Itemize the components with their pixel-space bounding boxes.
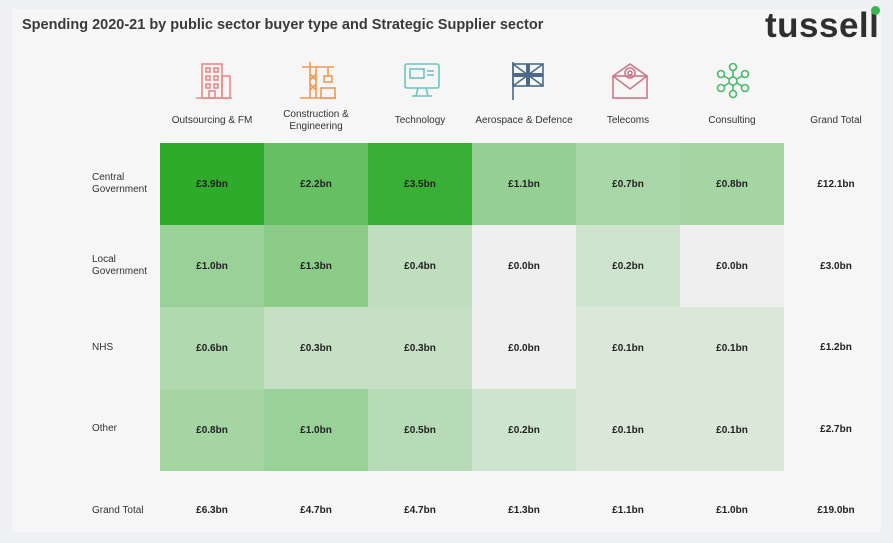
row-total-central-government: £12.1bn — [817, 179, 855, 190]
column-total-telecoms: £1.1bn — [612, 505, 644, 516]
heatmap-cell: £1.3bn — [264, 225, 368, 307]
building-icon — [192, 58, 236, 102]
heatmap-cell: £2.2bn — [264, 143, 368, 225]
column-total-technology: £4.7bn — [404, 505, 436, 516]
column-header-aerospace: Aerospace & Defence — [475, 115, 573, 126]
heatmap-cell: £3.9bn — [160, 143, 264, 225]
heatmap-cell: £0.3bn — [368, 307, 472, 389]
column-total-consulting: £1.0bn — [716, 505, 748, 516]
row-total-nhs: £1.2bn — [820, 342, 852, 353]
column-header-grand-total: Grand Total — [810, 115, 862, 126]
heatmap-cell: £0.2bn — [472, 389, 576, 471]
heatmap-cell: £0.1bn — [576, 389, 680, 471]
column-header-telecoms: Telecoms — [606, 115, 650, 126]
heatmap-cell: £0.3bn — [264, 307, 368, 389]
heatmap-cell: £0.0bn — [680, 225, 784, 307]
people-network-icon — [711, 58, 755, 102]
column-total-construction: £4.7bn — [300, 505, 332, 516]
heatmap-cell: £0.4bn — [368, 225, 472, 307]
heatmap-cell: £0.8bn — [160, 389, 264, 471]
column-header-technology: Technology — [394, 115, 446, 126]
email-envelope-icon — [608, 58, 652, 102]
heatmap-cell: £1.0bn — [264, 389, 368, 471]
row-header-local-government: Local Government — [92, 254, 148, 277]
heatmap-cell: £1.0bn — [160, 225, 264, 307]
column-header-outsourcing: Outsourcing & FM — [171, 115, 253, 126]
row-header-central-government: Central Government — [92, 172, 148, 195]
heatmap-cell: £0.5bn — [368, 389, 472, 471]
row-total-local-government: £3.0bn — [820, 261, 852, 272]
row-total-other: £2.7bn — [820, 424, 852, 435]
grand-total-value: £19.0bn — [817, 505, 855, 516]
row-header-other: Other — [92, 423, 118, 434]
heatmap-cell: £0.1bn — [680, 307, 784, 389]
heatmap-cell: £0.1bn — [576, 307, 680, 389]
construction-crane-icon — [296, 58, 340, 102]
heatmap-cell: £0.7bn — [576, 143, 680, 225]
column-total-aerospace: £1.3bn — [508, 505, 540, 516]
heatmap-cell: £0.8bn — [680, 143, 784, 225]
union-flag-icon — [505, 58, 549, 102]
heatmap-cell: £0.1bn — [680, 389, 784, 471]
column-header-construction: Construction & Engineering — [283, 109, 349, 132]
heatmap-cell: £0.6bn — [160, 307, 264, 389]
chart-title: Spending 2020-21 by public sector buyer … — [22, 17, 544, 33]
heatmap-cell: £3.5bn — [368, 143, 472, 225]
row-header-grand-total: Grand Total — [92, 505, 144, 516]
row-header-nhs: NHS — [92, 342, 114, 353]
column-total-outsourcing: £6.3bn — [196, 505, 228, 516]
heatmap-cell: £0.0bn — [472, 225, 576, 307]
heatmap-cell: £1.1bn — [472, 143, 576, 225]
heatmap-cell: £0.2bn — [576, 225, 680, 307]
logo-dot — [871, 6, 880, 15]
column-header-consulting: Consulting — [708, 115, 756, 126]
computer-monitor-icon — [400, 58, 444, 102]
tussell-logo: tussell — [765, 6, 880, 45]
heatmap-cell: £0.0bn — [472, 307, 576, 389]
